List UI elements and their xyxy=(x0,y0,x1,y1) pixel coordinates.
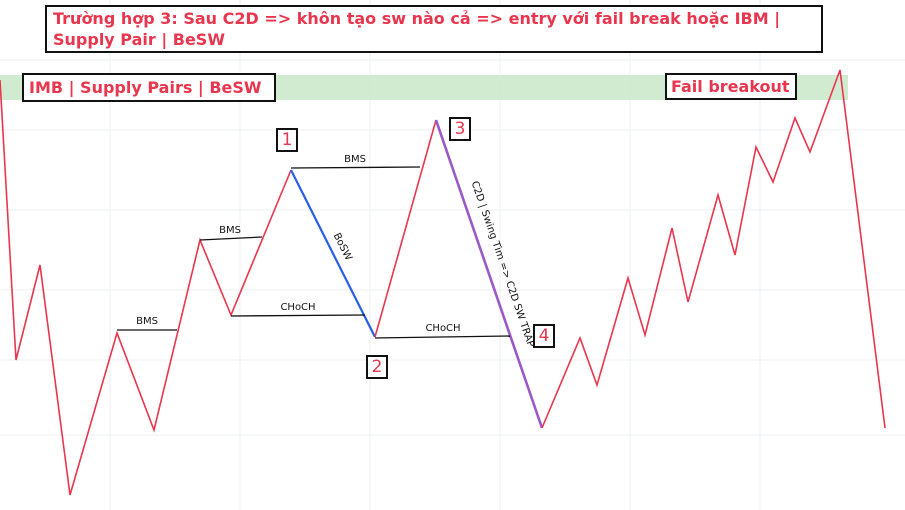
marker: 4 xyxy=(533,324,555,348)
price-path xyxy=(541,69,886,429)
marker: 1 xyxy=(276,128,298,152)
marker: 2 xyxy=(366,355,388,379)
title: Trường hợp 3: Sau C2D => khôn tạo sw nào… xyxy=(45,5,823,53)
line-label: CHoCH xyxy=(280,302,315,313)
line-label: BMS xyxy=(344,154,366,165)
line-label: BMS xyxy=(136,316,158,327)
leg-label: C2D | Swing Tìm => C2D SW TRAP xyxy=(469,179,537,348)
zone-label: IMB | Supply Pairs | BeSW xyxy=(22,73,276,102)
line-label: CHoCH xyxy=(425,323,460,334)
fail-breakout-label: Fail breakout xyxy=(665,73,797,100)
marker: 3 xyxy=(449,117,471,141)
c2d-leg xyxy=(434,119,544,429)
price-path xyxy=(374,119,437,338)
price-path xyxy=(0,79,292,496)
line-label: BMS xyxy=(219,225,241,236)
bosw-leg xyxy=(290,169,376,338)
structure-lines xyxy=(117,166,511,339)
